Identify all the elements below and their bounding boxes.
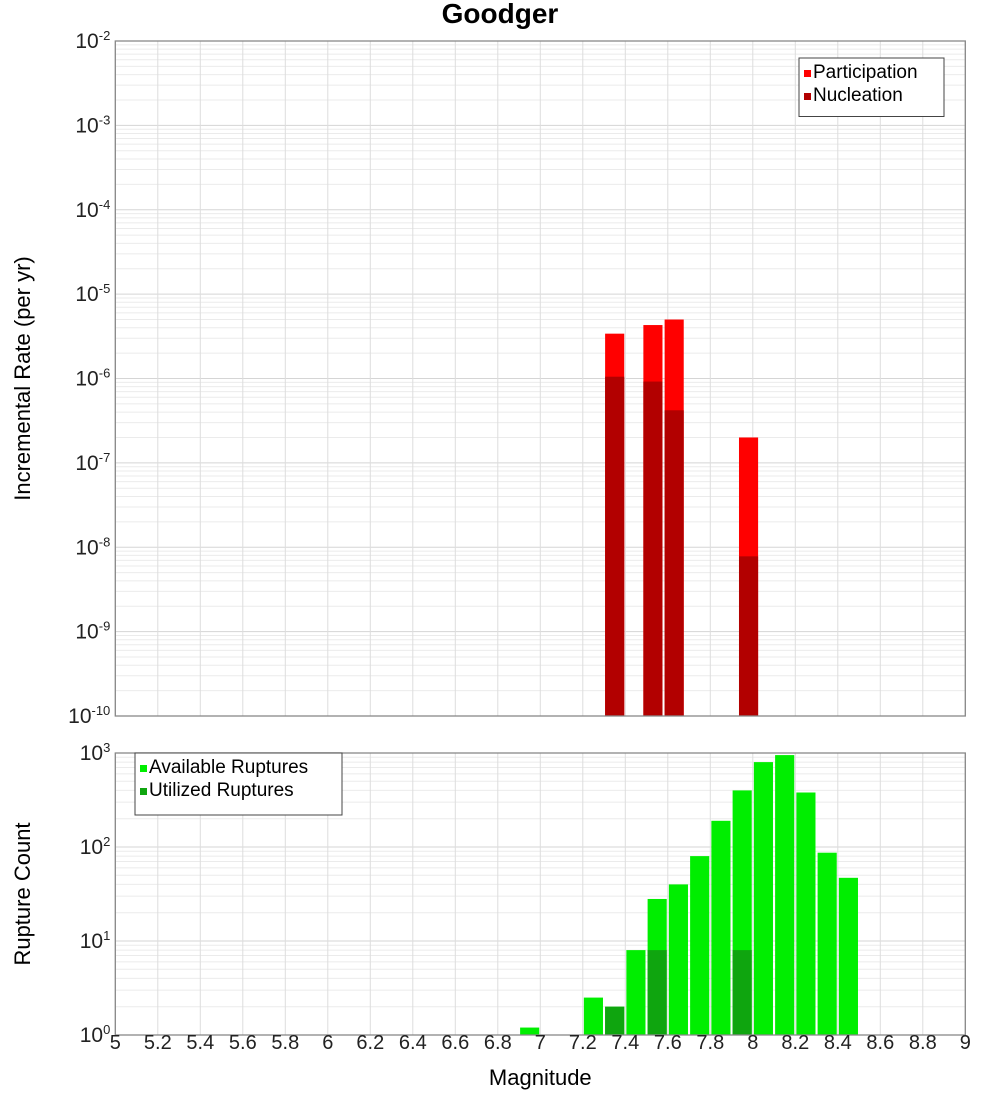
svg-text:Goodger: Goodger — [442, 0, 559, 29]
svg-text:6.4: 6.4 — [399, 1032, 427, 1054]
svg-text:Utilized Ruptures: Utilized Ruptures — [149, 780, 294, 801]
svg-text:Participation: Participation — [813, 62, 918, 83]
svg-text:8: 8 — [747, 1032, 758, 1054]
svg-text:8.4: 8.4 — [824, 1032, 852, 1054]
svg-text:5.2: 5.2 — [144, 1032, 172, 1054]
svg-text:8.2: 8.2 — [781, 1032, 809, 1054]
svg-text:Available Ruptures: Available Ruptures — [149, 757, 308, 778]
svg-text:8.6: 8.6 — [866, 1032, 894, 1054]
svg-text:9: 9 — [960, 1032, 971, 1054]
svg-text:7: 7 — [535, 1032, 546, 1054]
svg-text:7.4: 7.4 — [611, 1032, 639, 1054]
svg-text:5.8: 5.8 — [271, 1032, 299, 1054]
svg-text:5.4: 5.4 — [186, 1032, 214, 1054]
svg-text:6: 6 — [322, 1032, 333, 1054]
svg-text:7.2: 7.2 — [569, 1032, 597, 1054]
svg-text:6.2: 6.2 — [356, 1032, 384, 1054]
svg-text:Incremental Rate (per yr): Incremental Rate (per yr) — [10, 256, 35, 501]
svg-text:7.8: 7.8 — [696, 1032, 724, 1054]
svg-text:Nucleation: Nucleation — [813, 85, 903, 106]
svg-text:6.6: 6.6 — [441, 1032, 469, 1054]
svg-text:Magnitude: Magnitude — [489, 1065, 592, 1090]
svg-text:8.8: 8.8 — [909, 1032, 937, 1054]
svg-text:5.6: 5.6 — [229, 1032, 257, 1054]
svg-text:6.8: 6.8 — [484, 1032, 512, 1054]
svg-text:Rupture Count: Rupture Count — [10, 822, 35, 965]
svg-text:5: 5 — [110, 1032, 121, 1054]
svg-text:7.6: 7.6 — [654, 1032, 682, 1054]
